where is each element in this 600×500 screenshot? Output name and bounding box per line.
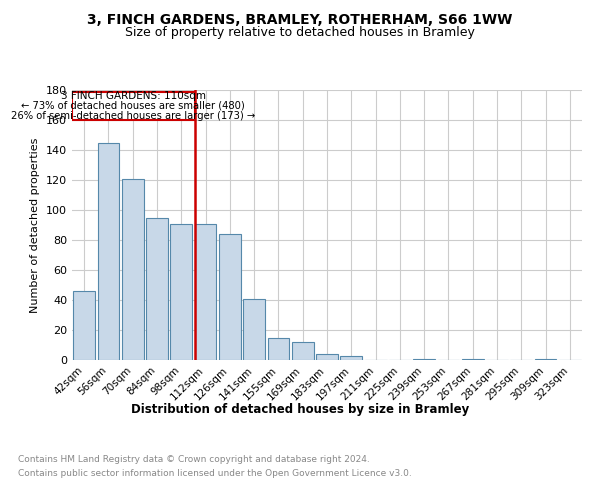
Bar [462,358,484,360]
Bar [535,358,556,360]
Bar [316,354,338,360]
Bar [73,291,95,360]
Bar [340,356,362,360]
Bar [243,298,265,360]
Bar [292,342,314,360]
Bar [72,92,194,120]
Text: 26% of semi-detached houses are larger (173) →: 26% of semi-detached houses are larger (… [11,110,256,120]
Text: Contains HM Land Registry data © Crown copyright and database right 2024.: Contains HM Land Registry data © Crown c… [18,455,370,464]
Text: Contains public sector information licensed under the Open Government Licence v3: Contains public sector information licen… [18,469,412,478]
Text: 3 FINCH GARDENS: 110sqm: 3 FINCH GARDENS: 110sqm [61,91,206,101]
Bar [194,224,217,360]
Bar [413,358,435,360]
Bar [122,178,143,360]
Bar [219,234,241,360]
Bar [268,338,289,360]
Bar [146,218,168,360]
Text: Size of property relative to detached houses in Bramley: Size of property relative to detached ho… [125,26,475,39]
Text: Distribution of detached houses by size in Bramley: Distribution of detached houses by size … [131,402,469,415]
Bar [97,142,119,360]
Text: 3, FINCH GARDENS, BRAMLEY, ROTHERHAM, S66 1WW: 3, FINCH GARDENS, BRAMLEY, ROTHERHAM, S6… [88,12,512,26]
Bar [170,224,192,360]
Text: ← 73% of detached houses are smaller (480): ← 73% of detached houses are smaller (48… [22,101,245,111]
Y-axis label: Number of detached properties: Number of detached properties [31,138,40,312]
